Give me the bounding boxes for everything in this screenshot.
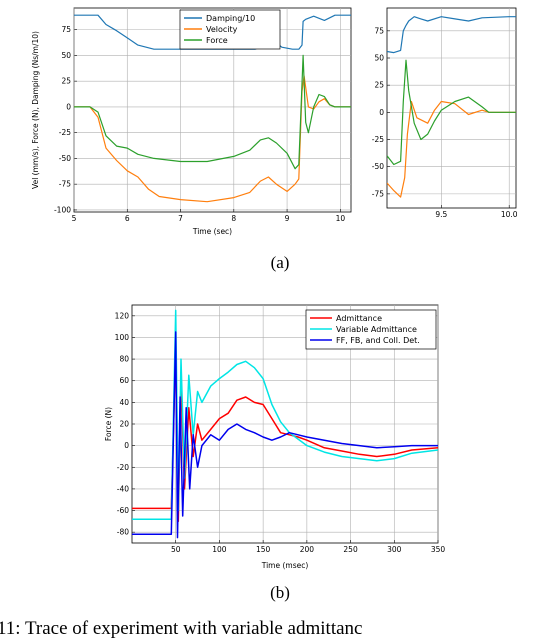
x-tick-label: 10.0 [501, 210, 518, 219]
y-tick-label: 40 [119, 398, 129, 407]
y-tick-label: 80 [119, 355, 129, 364]
x-axis-label: Time (msec) [261, 561, 309, 570]
x-tick-label: 5 [72, 214, 77, 223]
legend-entry: Velocity [206, 25, 238, 34]
series-line-damping-10 [387, 16, 516, 54]
y-tick-label: 100 [115, 333, 130, 342]
y-tick-label: -100 [54, 205, 71, 214]
y-tick-label: -50 [59, 154, 71, 163]
x-tick-label: 250 [343, 545, 358, 554]
x-tick-label: 6 [125, 214, 130, 223]
y-axis-label: Vel (mm/s), Force (N), Damping (Ns/m/10) [31, 31, 40, 189]
legend-entry: FF, FB, and Coll. Det. [336, 336, 420, 345]
y-tick-label: -80 [117, 528, 129, 537]
y-tick-label: -20 [117, 463, 129, 472]
x-axis-label: Time (sec) [192, 227, 232, 236]
y-tick-label: 50 [61, 51, 71, 60]
x-tick-label: 7 [178, 214, 183, 223]
y-tick-label: -40 [117, 484, 129, 493]
legend-box [179, 9, 281, 50]
y-tick-label: 120 [115, 311, 130, 320]
x-tick-label: 100 [212, 545, 227, 554]
series-line-variable-admittance [132, 309, 438, 520]
y-tick-label: 0 [379, 108, 384, 117]
x-tick-label: 50 [171, 545, 181, 554]
y-tick-label: 25 [374, 81, 384, 90]
x-tick-label: 8 [231, 214, 236, 223]
plot-frame [386, 7, 517, 209]
series-line-force [387, 59, 516, 166]
legend-entry: Damping/10 [206, 14, 255, 23]
series-line-velocity [74, 75, 351, 203]
legend-entry: Variable Admittance [336, 325, 417, 334]
series-line-force [74, 54, 351, 170]
x-tick-label: 9.5 [435, 210, 447, 219]
x-tick-label: 150 [256, 545, 271, 554]
panel-b-label: (b) [270, 583, 290, 602]
x-tick-label: 200 [300, 545, 315, 554]
y-tick-label: -25 [372, 135, 384, 144]
x-tick-label: 10 [336, 214, 346, 223]
x-tick-label: 350 [431, 545, 446, 554]
y-tick-label: 75 [374, 26, 384, 35]
panel-a-label: (a) [271, 253, 290, 272]
chart-a-zoom-inset: 75 50 25 0 -25 -50 -75 9.5 10.0 [372, 7, 518, 219]
series-line-ff-fb-and-coll-det- [132, 331, 438, 539]
y-tick-label: -25 [59, 128, 71, 137]
y-tick-label: -75 [59, 180, 71, 189]
y-tick-label: 60 [119, 376, 129, 385]
y-tick-label: -75 [372, 189, 384, 198]
x-tick-label: 9 [285, 214, 290, 223]
y-tick-label: 50 [374, 54, 384, 63]
series-line-velocity [387, 100, 516, 198]
y-tick-label: 25 [61, 77, 71, 86]
y-tick-label: -60 [117, 506, 129, 515]
figure-caption: 11: Trace of experiment with variable ad… [0, 618, 362, 638]
x-tick-label: 300 [387, 545, 402, 554]
y-tick-label: 0 [124, 441, 129, 450]
y-tick-label: 0 [66, 102, 71, 111]
y-tick-label: 75 [61, 25, 71, 34]
legend-entry: Admittance [336, 314, 382, 323]
y-axis-label: Force (N) [104, 407, 113, 441]
legend-entry: Force [206, 36, 228, 45]
y-tick-label: -50 [372, 162, 384, 171]
y-tick-label: 20 [119, 420, 129, 429]
